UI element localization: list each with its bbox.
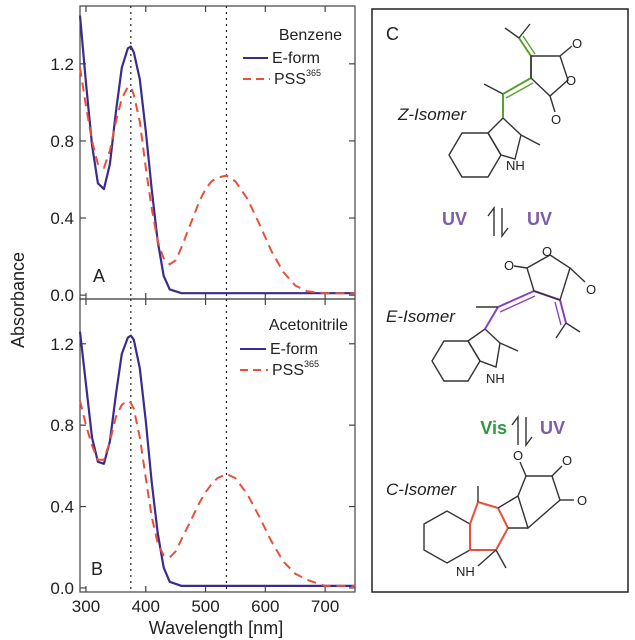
x-tick-label-500: 500 (191, 597, 219, 616)
e-pyrrole-ring (467, 328, 501, 368)
panel-c-letter: C (386, 24, 399, 44)
panel-a-solvent: Benzene (279, 27, 342, 44)
step2-left-label: Vis (480, 418, 507, 438)
equilibrium-arrows-1 (487, 205, 509, 239)
z-isomer-label: Z-Isomer (397, 105, 467, 124)
legend-b-pss-text: PSS (272, 362, 304, 379)
panel-a-series-eform (78, 15, 355, 295)
z-atom-o2: O (566, 73, 576, 88)
panel-a-y-tick-label-1.2: 1.2 (50, 55, 74, 74)
y-tick-labels-a: 0.0 0.4 0.8 1.2 (50, 55, 74, 305)
e-benzene-ring (431, 340, 481, 382)
panel-b-letter: B (91, 559, 103, 579)
panel-a-y-tick-label-0.4: 0.4 (50, 209, 74, 228)
c-isomer-structure (423, 461, 574, 569)
panel-b-plot (78, 299, 355, 592)
x-tick-labels: 300 400 500 600 700 (72, 597, 340, 616)
panel-a-series-pss (79, 67, 355, 295)
panel-a-letter: A (93, 266, 105, 286)
legend-a-pss-label: PSS365 (274, 68, 321, 88)
y-axis-label: Absorbance (8, 252, 28, 348)
step1-left-label: UV (442, 209, 467, 229)
c-atom-nh: NH (456, 564, 475, 579)
c-atom-o2: O (577, 493, 587, 508)
panel-b-frame (79, 298, 356, 593)
e-atom-o2: O (542, 244, 552, 259)
e-atom-nh: NH (486, 371, 505, 386)
c-atom-o1: O (513, 448, 523, 463)
x-tick-label-700: 700 (311, 597, 339, 616)
y-tick-labels-b: 0.0 0.4 0.8 1.2 (50, 335, 74, 598)
legend-b-eform-label: E-form (270, 341, 318, 358)
panel-b-series-eform (78, 331, 355, 587)
c-isomer-label: C-Isomer (386, 480, 457, 499)
z-benzene-ring (448, 132, 502, 178)
z-atom-nh: NH (506, 158, 525, 173)
panel-b-series-pss (79, 399, 355, 587)
z-pyrrole-ring (487, 117, 522, 160)
e-atom-o1: O (504, 258, 514, 273)
step1-right-label: UV (527, 209, 552, 229)
x-tick-label-300: 300 (72, 597, 100, 616)
x-tick-label-600: 600 (251, 597, 279, 616)
panel-a-y-tick-label-0.8: 0.8 (50, 132, 74, 151)
z-atom-o3: O (551, 112, 561, 127)
c-benzene-ring (423, 510, 471, 564)
z-isomer-structure (448, 23, 573, 178)
panel-c: C O O O NH Z-Isomer UV (371, 8, 629, 593)
c-atom-o3: O (562, 453, 572, 468)
x-tick-label-400: 400 (132, 597, 160, 616)
panel-b-y-tick-label-1.2: 1.2 (50, 335, 74, 354)
legend-a-eform-label: E-form (272, 50, 320, 67)
panel-b-y-tick-label-0.0: 0.0 (50, 579, 74, 598)
panel-c-frame (371, 8, 629, 593)
panel-b: B Acetonitrile E-form PSS365 (78, 298, 356, 593)
panel-b-y-tick-label-0.4: 0.4 (50, 498, 74, 517)
legend-a-pss-sup: 365 (306, 68, 321, 78)
panel-a-y-tick-label-0.0: 0.0 (50, 286, 74, 305)
x-axis-label: Wavelength [nm] (149, 618, 283, 638)
panel-a: A Benzene E-form PSS365 (78, 5, 356, 300)
equilibrium-arrows-2 (511, 414, 533, 448)
panel-b-solvent: Acetonitrile (269, 317, 348, 334)
legend-b-pss-label: PSS365 (272, 359, 319, 379)
e-atom-o3: O (586, 282, 596, 297)
z-atom-o1: O (572, 36, 582, 51)
panel-a-plot (78, 6, 355, 299)
legend-b-pss-sup: 365 (304, 359, 319, 369)
panel-b-y-tick-label-0.8: 0.8 (50, 416, 74, 435)
legend-a-pss-text: PSS (274, 71, 306, 88)
c-cyclized-ring (469, 500, 510, 551)
e-isomer-structure (431, 254, 586, 382)
step2-right-label: UV (540, 418, 565, 438)
e-isomer-label: E-Isomer (386, 307, 456, 326)
